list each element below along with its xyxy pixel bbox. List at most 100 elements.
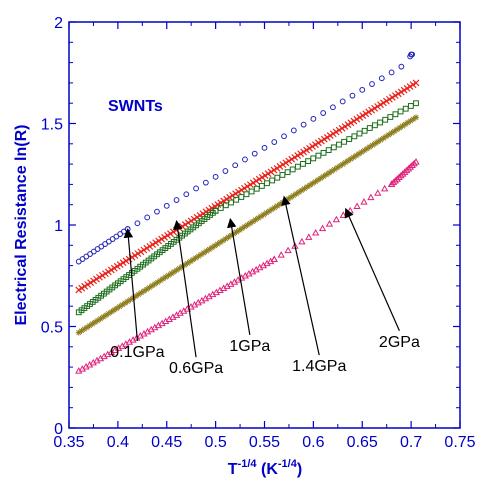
tick-labels: 0.35 0.4 0.45 0.5 0.55 0.6 0.65 0.7 0.75 0 0.5 1 1.5… xyxy=(41,15,476,451)
data-point xyxy=(339,98,346,105)
data-point xyxy=(134,220,141,227)
data-point xyxy=(113,305,120,312)
data-point xyxy=(339,211,347,218)
x-tick-label: 0.6 xyxy=(302,434,324,451)
data-point xyxy=(393,175,401,182)
data-point xyxy=(269,177,276,184)
data-point xyxy=(320,149,327,156)
data-point xyxy=(160,275,167,282)
data-point xyxy=(122,300,129,307)
data-point xyxy=(312,178,319,185)
data-point xyxy=(356,130,363,137)
data-point xyxy=(157,277,164,284)
data-point xyxy=(154,208,160,215)
data-point xyxy=(138,289,145,296)
data-point xyxy=(238,225,245,232)
data-point xyxy=(163,202,170,209)
x-tick-label: 0.5 xyxy=(205,434,227,451)
data-point xyxy=(360,198,368,205)
data-point xyxy=(222,235,229,242)
data-point xyxy=(342,159,349,166)
data-point xyxy=(349,92,356,99)
data-point xyxy=(192,254,199,261)
data-point xyxy=(336,162,343,169)
data-point xyxy=(206,246,213,253)
data-point xyxy=(173,267,180,274)
data-point xyxy=(359,86,366,93)
y-tick-label: 0 xyxy=(54,421,63,438)
y-tick-label: 1 xyxy=(54,218,63,235)
data-point xyxy=(366,143,373,150)
series-1.4GPa xyxy=(75,114,420,336)
data-point xyxy=(260,211,267,218)
data-point xyxy=(81,326,88,333)
data-point xyxy=(361,127,368,134)
data-point xyxy=(367,193,375,201)
data-point xyxy=(253,185,260,192)
data-point xyxy=(83,324,90,331)
data-point xyxy=(401,168,409,175)
data-point xyxy=(407,53,414,60)
x-tick-label: 0.35 xyxy=(53,434,84,451)
data-point xyxy=(274,202,281,209)
data-point xyxy=(408,161,416,169)
data-point xyxy=(325,147,332,153)
data-point xyxy=(377,136,384,143)
data-point xyxy=(119,301,126,308)
data-point xyxy=(310,155,317,162)
data-point xyxy=(330,144,337,151)
data-point xyxy=(404,119,411,126)
data-point xyxy=(350,154,357,161)
data-point xyxy=(399,170,407,177)
data-point xyxy=(290,127,297,134)
data-point xyxy=(135,291,142,298)
data-point xyxy=(141,287,148,294)
data-point xyxy=(203,248,210,255)
data-point xyxy=(402,105,409,112)
data-point xyxy=(402,166,411,174)
data-point xyxy=(346,206,354,214)
data-point xyxy=(391,128,398,135)
data-point xyxy=(100,313,107,320)
data-point xyxy=(124,298,131,305)
data-point xyxy=(228,232,235,239)
axis-ticks xyxy=(68,21,461,429)
data-point xyxy=(217,239,224,246)
data-point xyxy=(200,249,207,256)
data-point xyxy=(339,161,346,168)
data-point xyxy=(179,263,186,270)
data-point xyxy=(301,185,308,192)
data-point xyxy=(294,163,301,170)
data-point xyxy=(312,228,320,236)
data-point xyxy=(248,188,255,195)
data-point xyxy=(347,156,354,163)
data-point xyxy=(381,184,389,192)
data-point xyxy=(266,208,273,215)
data-point xyxy=(410,159,418,167)
data-point xyxy=(395,173,403,181)
data-point xyxy=(389,178,398,186)
x-tick-label: 0.75 xyxy=(444,434,475,451)
data-point xyxy=(230,230,237,237)
data-point xyxy=(268,206,275,213)
y-tick-label: 2 xyxy=(54,15,63,32)
data-point xyxy=(309,180,316,187)
data-point xyxy=(320,110,327,116)
data-point xyxy=(332,215,341,223)
data-point xyxy=(233,228,240,235)
data-point xyxy=(320,173,327,180)
series-1GPa xyxy=(75,100,419,316)
data-point xyxy=(274,174,281,181)
data-point xyxy=(75,329,82,336)
annotation-arrow xyxy=(123,228,139,342)
data-point xyxy=(257,213,264,220)
data-point xyxy=(184,260,191,267)
data-point xyxy=(310,115,317,122)
data-point xyxy=(412,79,420,87)
data-point xyxy=(298,237,306,245)
data-point xyxy=(238,194,245,200)
data-point xyxy=(162,274,169,281)
series-layer xyxy=(75,51,420,374)
x-axis-title-main: T xyxy=(228,461,238,478)
